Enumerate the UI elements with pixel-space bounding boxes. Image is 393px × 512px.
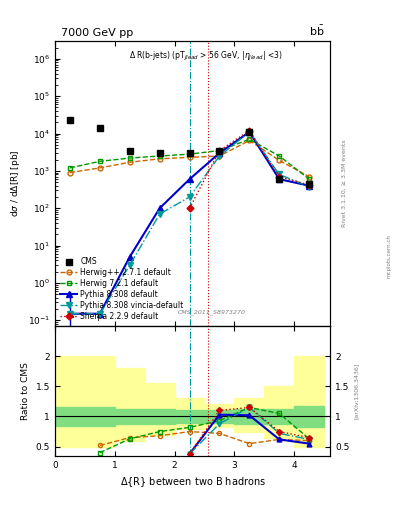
Pythia 8.308 default — [307, 183, 312, 189]
Herwig++ 2.7.1 default — [68, 169, 72, 176]
Herwig 7.2.1 default — [97, 158, 102, 164]
CMS — [187, 150, 192, 156]
Herwig++ 2.7.1 default — [187, 154, 192, 160]
Herwig++ 2.7.1 default — [217, 153, 222, 159]
Herwig 7.2.1 default — [277, 153, 282, 159]
Line: Sherpa 2.2.9 default: Sherpa 2.2.9 default — [187, 128, 312, 210]
Pythia 8.308 vincia-default — [97, 311, 102, 317]
Pythia 8.308 vincia-default — [127, 262, 132, 268]
Sherpa 2.2.9 default — [187, 205, 192, 211]
CMS — [157, 150, 162, 156]
Pythia 8.308 vincia-default — [307, 183, 312, 189]
Herwig++ 2.7.1 default — [307, 174, 312, 180]
Legend: CMS, Herwig++ 2.7.1 default, Herwig 7.2.1 default, Pythia 8.308 default, Pythia : CMS, Herwig++ 2.7.1 default, Herwig 7.2.… — [59, 255, 185, 322]
Line: Pythia 8.308 vincia-default: Pythia 8.308 vincia-default — [67, 129, 312, 316]
Y-axis label: [arXiv:1306.3436]: [arXiv:1306.3436] — [354, 362, 358, 419]
Text: b$\bar{\rm b}$: b$\bar{\rm b}$ — [309, 24, 325, 38]
Pythia 8.308 vincia-default — [217, 153, 222, 159]
Y-axis label: Ratio to CMS: Ratio to CMS — [21, 362, 30, 420]
Herwig++ 2.7.1 default — [157, 156, 162, 162]
Text: mcplots.cern.ch: mcplots.cern.ch — [386, 234, 391, 278]
Y-axis label: d$\sigma$ / d$\Delta$[R] [pb]: d$\sigma$ / d$\Delta$[R] [pb] — [9, 150, 22, 217]
Line: Herwig 7.2.1 default: Herwig 7.2.1 default — [68, 137, 312, 182]
Herwig 7.2.1 default — [217, 147, 222, 154]
Herwig++ 2.7.1 default — [127, 159, 132, 165]
Pythia 8.308 default — [97, 311, 102, 317]
Pythia 8.308 vincia-default — [247, 129, 252, 135]
Herwig 7.2.1 default — [157, 153, 162, 159]
CMS — [127, 147, 132, 154]
CMS — [217, 147, 222, 154]
Y-axis label: Rivet 3.1.10, ≥ 3.3M events: Rivet 3.1.10, ≥ 3.3M events — [342, 140, 347, 227]
Herwig++ 2.7.1 default — [97, 165, 102, 171]
Herwig++ 2.7.1 default — [277, 157, 282, 163]
Pythia 8.308 vincia-default — [68, 311, 72, 317]
Sherpa 2.2.9 default — [217, 147, 222, 154]
Pythia 8.308 default — [127, 254, 132, 260]
X-axis label: $\Delta${R} between two B hadrons: $\Delta${R} between two B hadrons — [119, 475, 266, 489]
Pythia 8.308 default — [277, 176, 282, 182]
Pythia 8.308 default — [157, 205, 162, 211]
Pythia 8.308 vincia-default — [277, 172, 282, 178]
Pythia 8.308 vincia-default — [187, 194, 192, 200]
Herwig 7.2.1 default — [247, 136, 252, 142]
Herwig 7.2.1 default — [187, 151, 192, 157]
Pythia 8.308 vincia-default — [157, 211, 162, 217]
Pythia 8.308 default — [187, 176, 192, 182]
CMS — [68, 117, 72, 123]
CMS — [307, 181, 312, 187]
Pythia 8.308 default — [247, 129, 252, 135]
Sherpa 2.2.9 default — [247, 127, 252, 134]
Herwig++ 2.7.1 default — [247, 137, 252, 143]
CMS — [247, 129, 252, 135]
Pythia 8.308 default — [68, 311, 72, 317]
Herwig 7.2.1 default — [127, 155, 132, 161]
Text: 7000 GeV pp: 7000 GeV pp — [61, 28, 133, 38]
Text: $\Delta$ R(b-jets) (pT$_{Jlead}$ > 56 GeV, $|\eta_{Jlead}|$ <3): $\Delta$ R(b-jets) (pT$_{Jlead}$ > 56 Ge… — [129, 50, 283, 62]
CMS — [97, 125, 102, 131]
Pythia 8.308 default — [217, 150, 222, 156]
Herwig 7.2.1 default — [307, 176, 312, 182]
CMS — [277, 176, 282, 182]
Sherpa 2.2.9 default — [277, 174, 282, 180]
Text: CMS_2011_S8973270: CMS_2011_S8973270 — [178, 309, 246, 315]
Herwig 7.2.1 default — [68, 165, 72, 171]
Line: Herwig++ 2.7.1 default: Herwig++ 2.7.1 default — [68, 138, 312, 179]
Sherpa 2.2.9 default — [307, 182, 312, 188]
Line: CMS: CMS — [67, 117, 312, 186]
Line: Pythia 8.308 default: Pythia 8.308 default — [67, 129, 312, 316]
